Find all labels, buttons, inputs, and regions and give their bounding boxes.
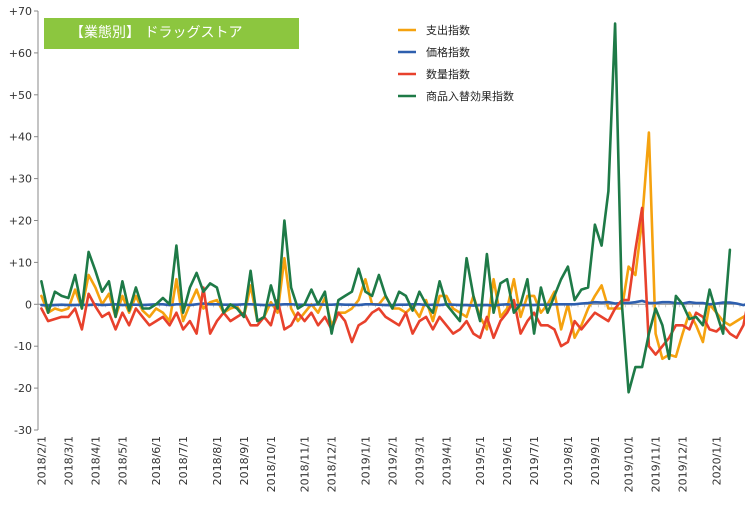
x-tick-label: 2018/8/1 bbox=[211, 436, 224, 485]
x-tick-label: 2018/6/1 bbox=[150, 436, 163, 485]
plot-area bbox=[40, 22, 745, 394]
legend-label: 支出指数 bbox=[426, 23, 470, 37]
x-tick-label: 2019/12/1 bbox=[677, 436, 690, 492]
x-tick-label: 2018/4/1 bbox=[89, 436, 102, 485]
x-tick-label: 2018/11/1 bbox=[299, 436, 312, 492]
x-tick-label: 2019/4/1 bbox=[440, 436, 453, 485]
x-tick-label: 2019/9/1 bbox=[589, 436, 602, 485]
x-tick-label: 2019/10/1 bbox=[623, 436, 636, 492]
y-tick-label: -30 bbox=[14, 424, 32, 437]
x-tick-label: 2018/2/1 bbox=[35, 436, 48, 485]
x-tick-label: 2019/5/1 bbox=[474, 436, 487, 485]
y-tick-label: +40 bbox=[9, 131, 32, 144]
y-tick-label: +60 bbox=[9, 47, 32, 60]
y-tick-label: +50 bbox=[9, 89, 32, 102]
series-line-4 bbox=[40, 22, 732, 394]
x-tick-label: 2018/3/1 bbox=[62, 436, 75, 485]
x-tick-label: 2018/12/1 bbox=[326, 436, 339, 492]
x-axis: 2018/2/1 2018/3/1 2018/4/1 2018/5/1 2018/6/1… bbox=[35, 303, 741, 492]
legend-label: 数量指数 bbox=[426, 67, 470, 81]
y-tick-label: -20 bbox=[14, 382, 32, 395]
x-tick-label: 2019/3/1 bbox=[413, 436, 426, 485]
x-tick-label: 2019/1/1 bbox=[359, 436, 372, 485]
series-line-1 bbox=[40, 131, 745, 361]
x-tick-label: 2018/5/1 bbox=[116, 436, 129, 485]
y-tick-label: +20 bbox=[9, 215, 32, 228]
x-tick-label: 2019/7/1 bbox=[528, 436, 541, 485]
x-tick-label: 2018/9/1 bbox=[238, 436, 251, 485]
y-tick-label: +70 bbox=[9, 5, 32, 18]
x-tick-label: 2019/8/1 bbox=[562, 436, 575, 485]
x-tick-label: 2019/6/1 bbox=[501, 436, 514, 485]
y-tick-label: 0 bbox=[25, 298, 32, 311]
x-tick-label: 2019/11/1 bbox=[650, 436, 663, 492]
series-line-3 bbox=[40, 206, 745, 356]
x-tick-label: 2018/7/1 bbox=[177, 436, 190, 485]
x-tick-label: 2020/1/1 bbox=[710, 436, 723, 485]
legend-label: 商品入替効果指数 bbox=[426, 89, 514, 103]
chart-title: 【業態別】 ドラッグストア bbox=[44, 18, 299, 49]
y-axis: -30 -20 -10 0 +10 +20 +30 +40 +50 +60 +70 bbox=[9, 5, 39, 437]
y-tick-label: +10 bbox=[9, 256, 32, 269]
y-tick-label: -10 bbox=[14, 340, 32, 353]
legend-label: 価格指数 bbox=[426, 45, 470, 59]
x-tick-label: 2019/2/1 bbox=[386, 436, 399, 485]
y-tick-label: +30 bbox=[9, 173, 32, 186]
x-tick-label: 2018/10/1 bbox=[265, 436, 278, 492]
